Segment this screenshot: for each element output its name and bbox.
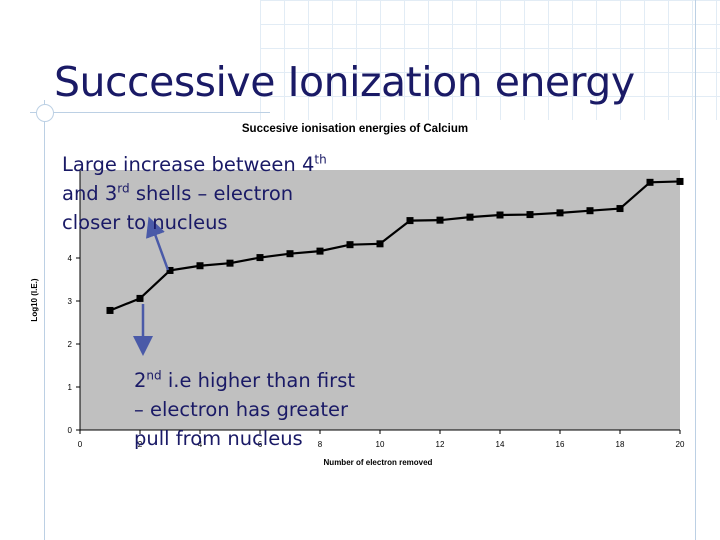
data-point [436,216,444,224]
data-point [316,247,324,255]
data-point [106,306,114,314]
annotation-1-line-1: Large increase between 4th [62,152,327,176]
annotation-2-line-3: pull from nucleus [134,427,303,450]
background-grid [260,0,720,120]
annotation-2-line-2: – electron has greater [134,398,349,421]
x-tick-label: 20 [676,440,685,449]
title-underline [30,112,270,113]
data-point [526,211,534,219]
y-tick-label: 0 [68,426,73,435]
chart-title: Succesive ionisation energies of Calcium [242,123,468,135]
x-tick-label: 18 [616,440,625,449]
data-point [556,209,564,217]
x-tick-label: 0 [78,440,83,449]
x-tick-label: 16 [556,440,565,449]
data-point [466,213,474,221]
y-tick-label: 2 [68,340,73,349]
arrow-to-third-point [146,216,170,271]
data-point [196,262,204,270]
decorative-rule-right [695,0,696,540]
y-axis-label: Log10 (I.E.) [30,278,39,321]
x-tick-label: 10 [376,440,385,449]
data-point [406,217,414,225]
data-point [136,294,144,302]
annotation-shell-jump: Large increase between 4th and 3rd shell… [62,150,362,237]
slide-title: Successive Ionization energy [54,58,635,106]
x-tick-label: 4 [198,440,203,449]
annotation-1-line-3: closer to nucleus [62,211,228,234]
y-tick-label: 3 [68,297,73,306]
title-ornament-circle [36,104,54,122]
data-point [346,241,354,249]
x-tick-label: 8 [318,440,323,449]
annotation-second-electron: 2nd i.e higher than first – electron has… [134,366,404,453]
plot-area [80,170,680,430]
y-tick-label: 4 [68,254,73,263]
series-line [109,180,681,312]
x-tick-label: 2 [138,440,143,449]
data-point [496,211,504,219]
annotation-1-line-2: and 3rd shells – electron [62,181,294,205]
data-point [646,178,654,186]
data-point [166,266,174,274]
x-tick-label: 12 [436,440,445,449]
y-tick-label: 1 [68,383,73,392]
annotation-2-line-1: 2nd i.e higher than first [134,368,356,392]
data-point [376,240,384,248]
data-point [256,254,264,262]
data-point [286,250,294,258]
data-point [586,207,594,215]
x-axis-label: Number of electron removed [324,458,433,467]
x-tick-label: 6 [258,440,263,449]
x-tick-label: 14 [496,440,505,449]
data-point [616,205,624,213]
data-point [226,259,234,267]
decorative-rule-left [44,100,45,540]
data-point [676,177,684,185]
